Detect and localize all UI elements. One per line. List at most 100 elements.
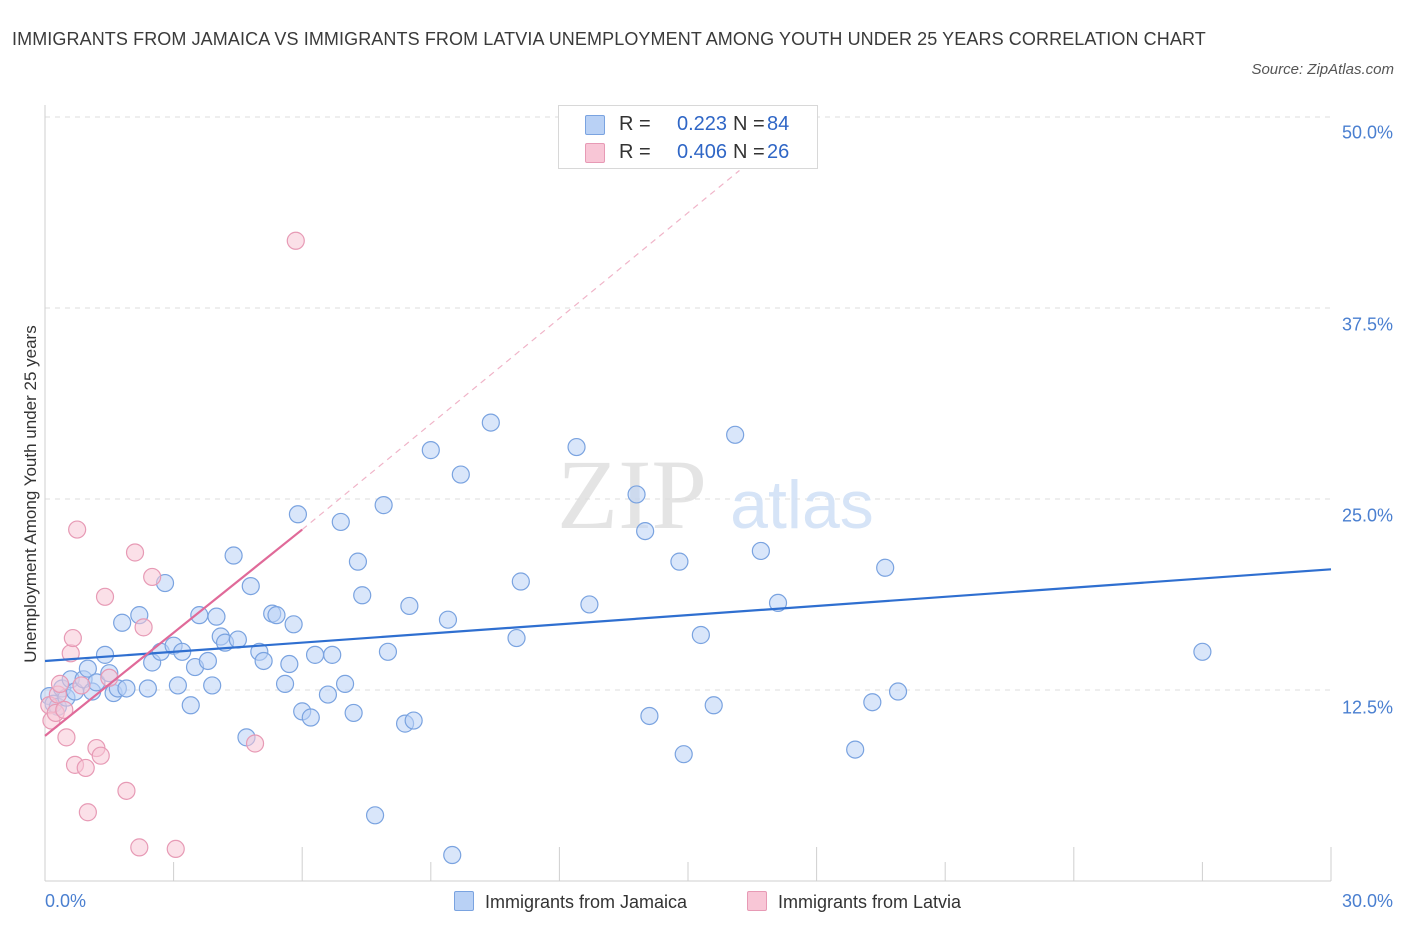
jamaica-point [198, 651, 217, 671]
jamaica-point [674, 745, 693, 764]
jamaica-point [726, 425, 745, 444]
r-label: R = [619, 141, 651, 163]
stats-legend-box: R = 0.223 N = 84 R = 0.406 N = 26 [558, 105, 818, 169]
jamaica-point [241, 576, 260, 596]
latvia-point [63, 628, 82, 648]
jamaica-point [335, 674, 355, 693]
jamaica-point [353, 586, 372, 605]
jamaica-point [228, 630, 247, 649]
jamaica-point [168, 676, 187, 695]
latvia-point [166, 839, 185, 859]
y-tick-label: 37.5% [1341, 314, 1393, 335]
n-value: 26 [767, 141, 790, 163]
jamaica-point [876, 558, 895, 577]
n-value: 84 [767, 113, 790, 135]
jamaica-point [863, 693, 882, 712]
watermark: ZIP atlas [557, 439, 874, 550]
jamaica-point [374, 496, 393, 515]
jamaica-point [640, 706, 659, 726]
jamaica-point [400, 596, 419, 616]
legend-item-latvia[interactable]: Immigrants from Latvia [747, 890, 961, 914]
jamaica-point [203, 676, 222, 695]
latvia-point [78, 803, 97, 822]
jamaica-point [280, 654, 299, 674]
axes [44, 105, 1332, 882]
latvia-point [76, 758, 95, 778]
jamaica-point [580, 595, 599, 614]
source-label: Source: ZipAtlas.com [1251, 61, 1394, 78]
jamaica-point [275, 674, 295, 693]
jamaica-point [636, 521, 655, 541]
jamaica-point [224, 546, 243, 565]
x-tick-label: 0.0% [45, 891, 87, 911]
jamaica-point [288, 505, 308, 524]
jamaica-point [421, 441, 440, 460]
jamaica-point [344, 703, 363, 723]
jamaica-point [113, 613, 132, 632]
latvia-point [50, 674, 70, 693]
jamaica-point [78, 659, 97, 678]
latvia-point [245, 734, 265, 753]
legend-label: Immigrants from Jamaica [485, 892, 688, 912]
jamaica-point [691, 625, 710, 645]
chart-title: IMMIGRANTS FROM JAMAICA VS IMMIGRANTS FR… [12, 29, 1206, 49]
jamaica-point [404, 711, 423, 730]
data-points [40, 231, 1332, 865]
jamaica-point [181, 696, 200, 715]
jamaica-point [768, 593, 788, 613]
x-tick-label: 30.0% [1341, 891, 1393, 911]
jamaica-point [190, 606, 209, 625]
jamaica-point [507, 628, 526, 648]
latvia-point [72, 676, 91, 695]
jamaica-point [511, 572, 530, 591]
jamaica-point [443, 845, 462, 865]
r-value: 0.406 [677, 141, 728, 163]
jamaica-point [567, 437, 586, 457]
jamaica-point [888, 682, 908, 701]
y-tick-label: 12.5% [1341, 697, 1393, 718]
n-label: N = [733, 141, 765, 163]
jamaica-trend-line [44, 568, 1332, 663]
jamaica-point [451, 465, 470, 484]
jamaica-point [704, 696, 723, 715]
jamaica-point [1193, 642, 1212, 661]
latvia-point [117, 781, 136, 800]
latvia-point [286, 231, 305, 250]
r-label: R = [619, 113, 651, 135]
jamaica-point [627, 485, 646, 504]
latvia-point [134, 618, 153, 637]
jamaica-point [254, 651, 273, 671]
y-axis-label: Unemployment Among Youth under 25 years [21, 325, 40, 663]
legend-item-jamaica[interactable]: Immigrants from Jamaica [454, 890, 687, 914]
latvia-point [143, 567, 162, 587]
y-tick-label: 50.0% [1341, 122, 1393, 143]
jamaica-point [331, 512, 350, 532]
jamaica-point [481, 413, 500, 432]
jamaica-swatch [585, 115, 605, 135]
latvia-point [68, 520, 87, 539]
jamaica-point [751, 541, 770, 561]
jamaica-point [438, 610, 458, 629]
latvia-swatch [585, 143, 605, 163]
jamaica-point [95, 645, 115, 664]
latvia-point [125, 543, 145, 562]
legend-label: Immigrants from Latvia [778, 892, 962, 912]
jamaica-point [117, 679, 136, 698]
jamaica-point [267, 606, 286, 625]
jamaica-point [318, 685, 338, 704]
latvia-point [91, 746, 110, 765]
jamaica-point [378, 642, 398, 661]
r-value: 0.223 [677, 113, 728, 135]
jamaica-point [138, 679, 157, 698]
jamaica-point [365, 806, 385, 825]
y-tick-label: 25.0% [1341, 505, 1393, 526]
jamaica-legend-swatch [454, 891, 474, 911]
latvia-legend-swatch [747, 891, 767, 911]
latvia-point [55, 700, 74, 719]
latvia-trend-line [44, 528, 303, 737]
jamaica-point [284, 615, 303, 634]
latvia-point [57, 728, 76, 747]
jamaica-point [348, 552, 368, 571]
jamaica-point [207, 607, 226, 626]
